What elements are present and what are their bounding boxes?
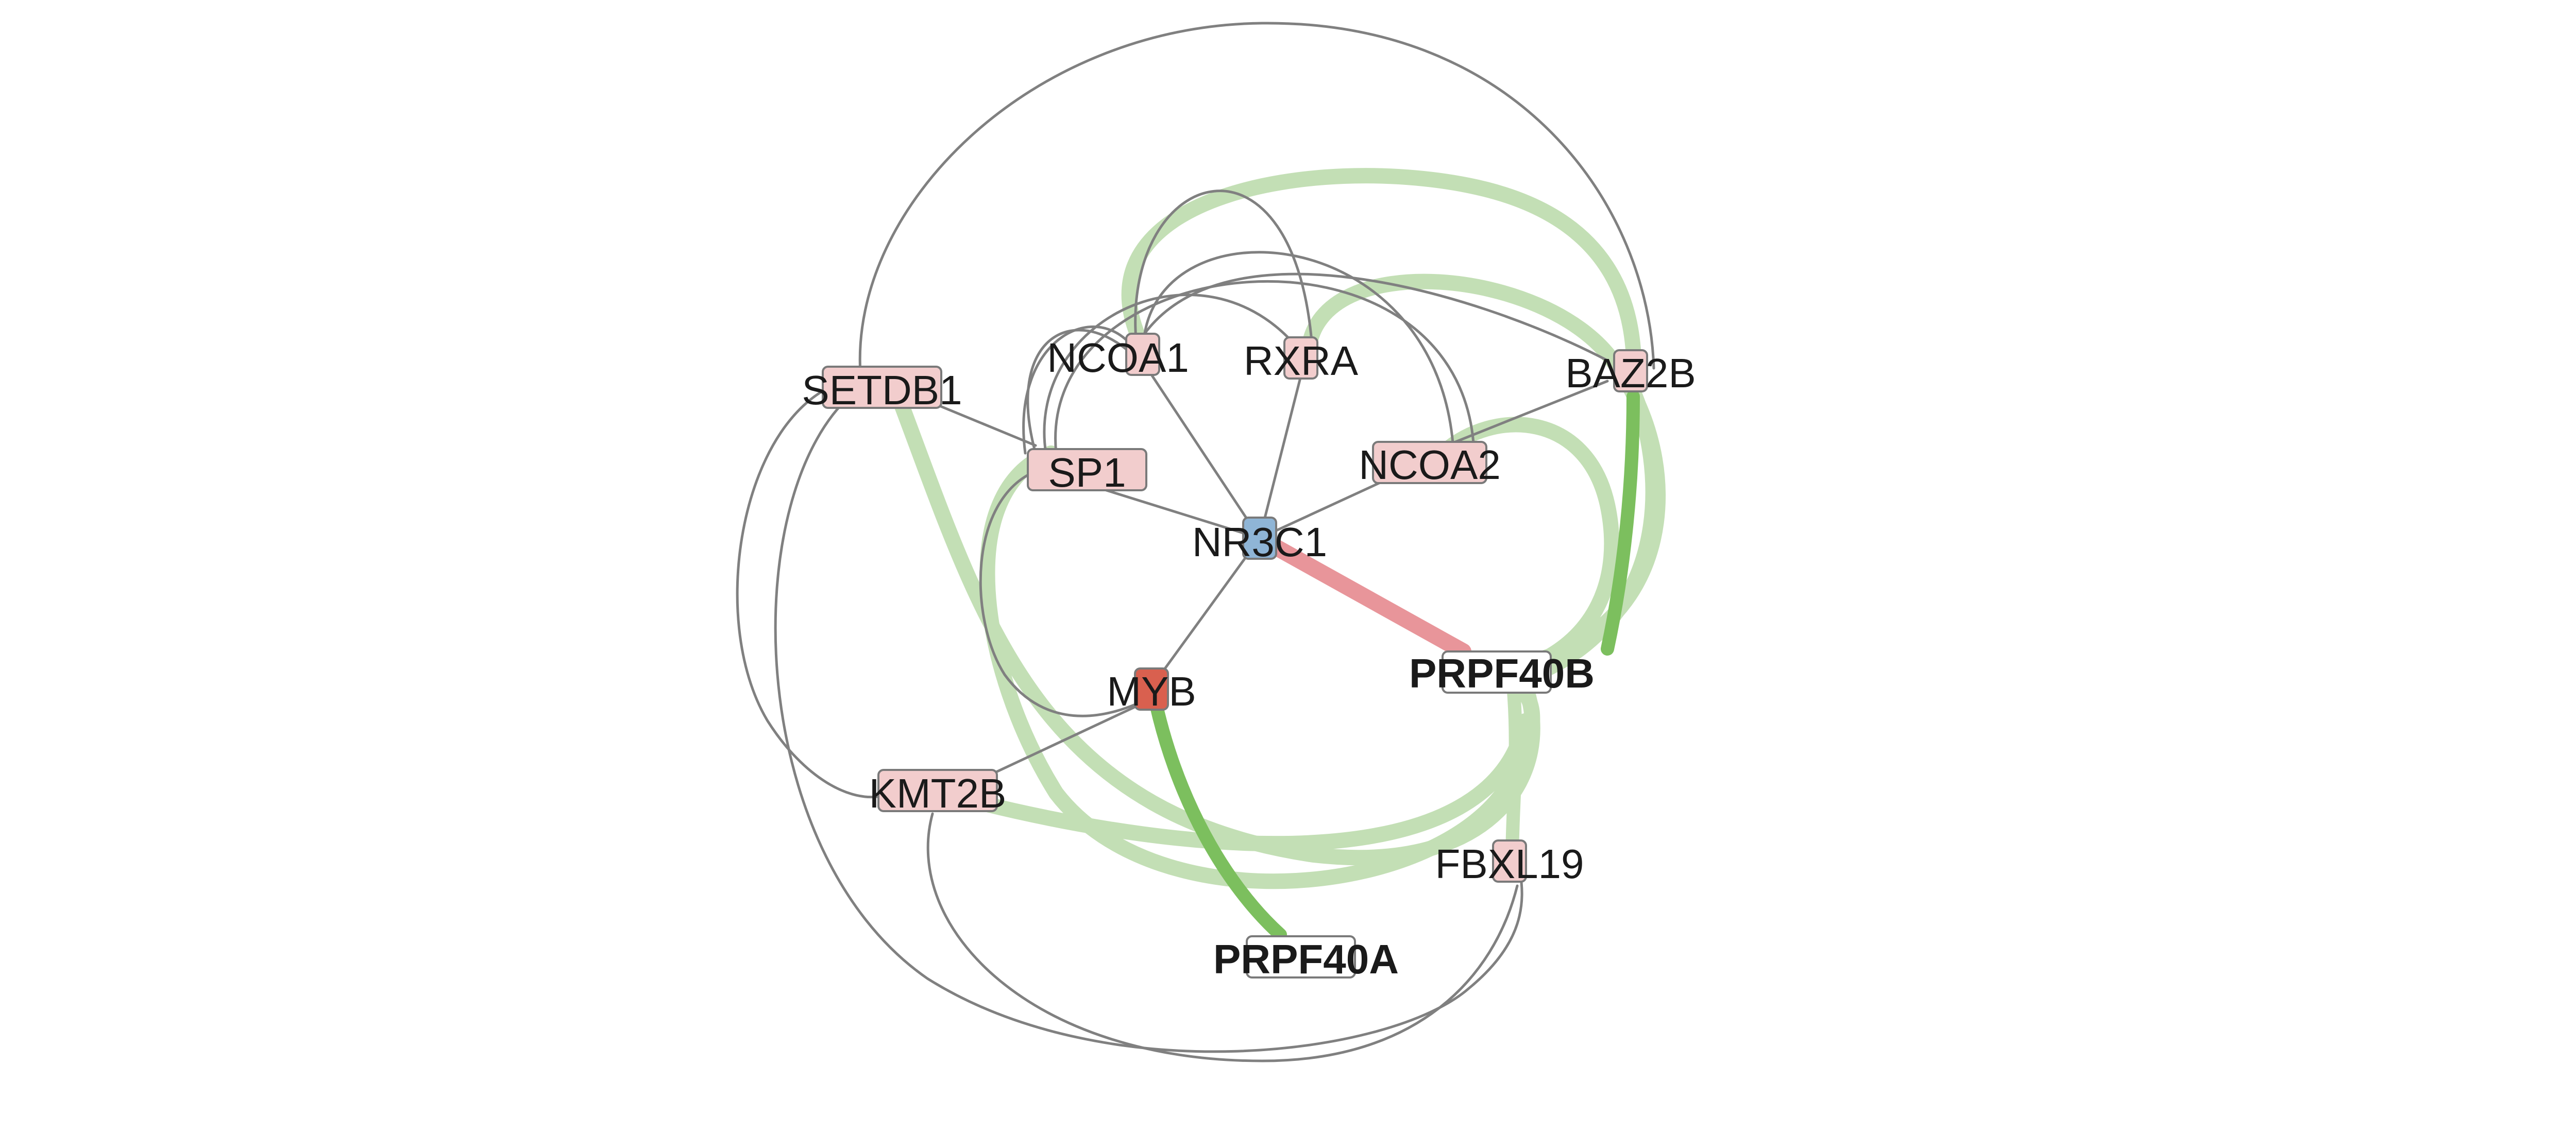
node-nr3c1: NR3C1 xyxy=(1192,517,1327,565)
node-box-fbxl19 xyxy=(1492,839,1527,883)
node-fbxl19: FBXL19 xyxy=(1435,839,1584,887)
node-label-fbxl19: FBXL19 xyxy=(1435,841,1584,887)
node-baz2b: BAZ2B xyxy=(1565,349,1696,396)
edge-nr3c1-prpf40b xyxy=(1251,530,1471,660)
node-label-prpf40a: PRPF40A xyxy=(1213,936,1399,982)
node-box-setdb1 xyxy=(822,366,942,409)
node-label-rxra: RXRA xyxy=(1244,338,1359,384)
edge-nr3c1-rxra xyxy=(1258,364,1305,540)
node-label-prpf40b: PRPF40B xyxy=(1409,650,1595,696)
node-box-prpf40b xyxy=(1442,650,1552,694)
node-box-ncoa2 xyxy=(1372,441,1487,484)
edge-sp1-rxra xyxy=(1043,294,1305,455)
node-prpf40a: PRPF40A xyxy=(1213,935,1399,982)
node-box-kmt2b xyxy=(877,769,998,812)
node-label-baz2b: BAZ2B xyxy=(1565,350,1696,396)
edge-setdb1-kmt2b xyxy=(736,380,885,799)
node-box-myb xyxy=(1134,667,1169,711)
node-box-nr3c1 xyxy=(1242,517,1277,560)
node-box-rxra xyxy=(1283,336,1318,380)
edge-sp1-myb xyxy=(979,470,1156,717)
edge-nr3c1-sp1 xyxy=(1093,485,1261,540)
edge-sp1-ncoa2 xyxy=(1054,280,1475,455)
node-box-baz2b xyxy=(1613,349,1648,392)
edge-setdb1-fbxl19 xyxy=(774,390,1523,1053)
edge-kmt2b-prpf40b xyxy=(935,713,1533,852)
node-box-sp1 xyxy=(1027,448,1147,491)
node-ncoa2: NCOA2 xyxy=(1359,441,1501,488)
edge-prpf40b-fbxl19 xyxy=(1505,668,1522,867)
node-label-myb: MYB xyxy=(1107,668,1196,714)
node-myb: MYB xyxy=(1107,667,1196,714)
node-rxra: RXRA xyxy=(1244,336,1359,384)
edge-nr3c1-ncoa1 xyxy=(1142,362,1261,540)
edge-baz2b-prpf40b xyxy=(1538,384,1661,677)
node-label-nr3c1: NR3C1 xyxy=(1192,519,1327,565)
node-label-kmt2b: KMT2B xyxy=(869,770,1007,816)
edge-ncoa1-ncoa2 xyxy=(1142,251,1454,444)
node-setdb1: SETDB1 xyxy=(802,366,962,413)
edge-ncoa1-baz2b xyxy=(1121,168,1642,399)
node-label-ncoa2: NCOA2 xyxy=(1359,442,1501,488)
node-box-ncoa1 xyxy=(1125,333,1160,376)
node-box-prpf40a xyxy=(1246,935,1356,978)
edge-myb-prpf40a xyxy=(1146,683,1287,941)
edge-sp1-ncoa1 xyxy=(1026,329,1135,455)
node-label-setdb1: SETDB1 xyxy=(802,367,962,413)
node-label-ncoa1: NCOA1 xyxy=(1047,335,1189,381)
edge-sp1-prpf40b xyxy=(979,445,1540,889)
edge-nr3c1-myb xyxy=(1151,537,1261,686)
edge-kmt2b-fbxl19 xyxy=(926,812,1519,1062)
node-ncoa1: NCOA1 xyxy=(1047,333,1189,381)
edge-setdb1-baz2b xyxy=(858,22,1655,375)
edge-baz2b-prpf40b-strong xyxy=(1601,390,1640,656)
node-label-sp1: SP1 xyxy=(1048,450,1126,495)
edge-myb-kmt2b xyxy=(982,699,1150,779)
edge-ncoa1-rxra-loop xyxy=(1134,190,1314,357)
node-prpf40b: PRPF40B xyxy=(1409,650,1595,696)
node-kmt2b: KMT2B xyxy=(869,769,1007,816)
node-sp1: SP1 xyxy=(1027,448,1147,495)
edge-sp1-ncoa1-b xyxy=(1022,325,1140,455)
